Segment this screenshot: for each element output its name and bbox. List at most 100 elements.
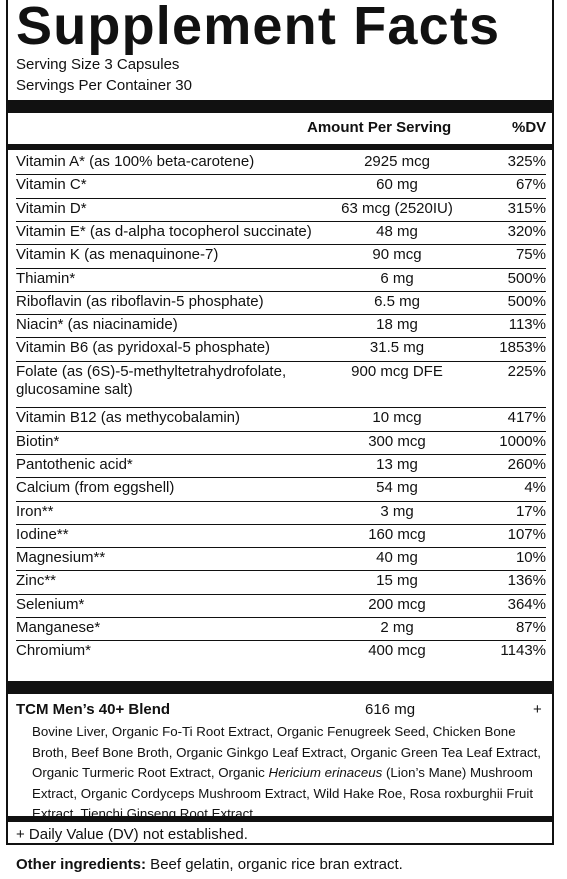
row-divider	[16, 453, 546, 455]
nutrient-row: Selenium* 200 mcg 364%	[16, 596, 546, 619]
dv-header: %DV	[512, 119, 547, 136]
nutrient-amount: 18 mg	[376, 316, 418, 334]
nutrient-name: Manganese*	[16, 619, 101, 636]
nutrient-row: Vitamin E* (as d-alpha tocopherol succin…	[16, 223, 546, 246]
serving-size: Serving Size 3 Capsules	[16, 56, 180, 73]
nutrient-name: Folate (as (6S)-5-methyltetrahydrofolate…	[16, 362, 287, 398]
blend-ingredients-part2: (Lion’s Mane) Mushroom Extract, Organic …	[32, 765, 534, 821]
other-ingredients-label: Other ingredients:	[16, 856, 147, 873]
nutrient-dv: 364%	[507, 595, 546, 613]
nutrient-dv: 107%	[507, 525, 546, 543]
nutrient-name: Zinc**	[16, 572, 57, 590]
row-divider	[16, 360, 546, 362]
nutrient-amount: 2925 mcg	[364, 153, 430, 170]
other-ingredients-text: Beef gelatin, organic rice bran extract.	[146, 856, 403, 873]
nutrient-amount: 2 mg	[380, 619, 414, 636]
nutrient-dv: 315%	[507, 199, 546, 217]
nutrient-amount: 400 mcg	[368, 642, 426, 660]
nutrient-dv: 225%	[507, 362, 546, 380]
nutrient-name: Vitamin E* (as d-alpha tocopherol succin…	[16, 222, 312, 240]
nutrient-amount: 63 mcg (2520IU)	[341, 199, 453, 217]
nutrient-name: Selenium*	[16, 595, 85, 613]
nutrient-row: Biotin* 300 mcg 1000%	[16, 433, 546, 456]
row-divider	[16, 244, 546, 246]
row-divider	[16, 430, 546, 432]
panel-title: Supplement Facts	[16, 0, 501, 56]
daily-value-footnote: + Daily Value (DV) not established.	[16, 826, 248, 843]
nutrient-name: Vitamin K (as menaquinone-7)	[16, 246, 219, 264]
row-divider	[16, 477, 546, 479]
row-divider	[16, 197, 546, 199]
nutrient-amount: 3 mg	[380, 502, 414, 520]
nutrient-dv: 1000%	[499, 432, 546, 450]
nutrient-amount: 300 mcg	[368, 432, 426, 450]
nutrient-name: Niacin* (as niacinamide)	[16, 316, 178, 334]
nutrient-row: Vitamin K (as menaquinone-7) 90 mcg 75%	[16, 246, 546, 269]
amount-per-serving-header: Amount Per Serving	[307, 119, 452, 136]
blend-ingredients: Bovine Liver, Organic Fo-Ti Root Extract…	[32, 722, 552, 825]
blend-ingredients-part1: Bovine Liver, Organic Fo-Ti Root Extract…	[32, 724, 541, 780]
row-divider	[16, 337, 546, 339]
nutrient-dv: 320%	[507, 222, 546, 240]
nutrient-dv: 1143%	[500, 642, 546, 660]
nutrient-name: Riboflavin (as riboflavin-5 phosphate)	[16, 292, 264, 310]
nutrient-name: Iodine**	[16, 525, 69, 543]
row-divider	[16, 640, 546, 642]
row-divider	[16, 407, 546, 409]
nutrient-row: Chromium* 400 mcg 1143%	[16, 642, 546, 665]
nutrient-amount: 48 mg	[376, 222, 418, 240]
nutrient-amount: 60 mg	[376, 176, 418, 194]
nutrient-row: Thiamin* 6 mg 500%	[16, 270, 546, 293]
other-ingredients: Other ingredients: Beef gelatin, organic…	[16, 856, 403, 873]
nutrient-row: Vitamin A* (as 100% beta-carotene) 2925 m…	[16, 153, 546, 176]
nutrient-name: Biotin*	[16, 432, 60, 450]
nutrient-row: Vitamin B12 (as methycobalamin) 10 mcg 417…	[16, 409, 546, 432]
blend-dv: +	[533, 701, 542, 718]
nutrient-name: Thiamin*	[16, 269, 76, 287]
row-divider	[16, 267, 546, 269]
nutrient-row: Vitamin D* 63 mcg (2520IU) 315%	[16, 200, 546, 223]
blend-ingredients-italic: Hericium erinaceus	[268, 765, 383, 780]
thick-divider-top	[8, 100, 554, 113]
nutrient-amount: 31.5 mg	[369, 339, 425, 357]
nutrient-name: Pantothenic acid*	[16, 455, 133, 473]
nutrient-row: Magnesium** 40 mg 10%	[16, 549, 546, 572]
nutrient-amount: 90 mcg	[372, 246, 422, 264]
row-divider	[16, 617, 546, 618]
nutrient-row: Vitamin C* 60 mg 67%	[16, 176, 546, 199]
nutrient-name: Vitamin B12 (as methycobalamin)	[16, 409, 240, 427]
nutrient-amount: 200 mcg	[368, 595, 426, 613]
nutrient-name: Vitamin D*	[16, 199, 87, 217]
row-divider	[16, 174, 546, 176]
nutrient-dv: 500%	[507, 269, 546, 287]
nutrient-row: Iodine** 160 mcg 107%	[16, 526, 546, 549]
nutrient-dv: 17%	[515, 502, 546, 520]
nutrient-dv: 67%	[515, 176, 546, 194]
medium-divider	[8, 144, 554, 150]
row-divider	[16, 570, 546, 572]
nutrient-name: Calcium (from eggshell)	[16, 479, 175, 497]
nutrient-name: Iron**	[16, 502, 54, 520]
row-divider	[16, 523, 546, 525]
nutrient-amount: 15 mg	[376, 572, 418, 590]
nutrient-amount: 6 mg	[380, 269, 414, 287]
nutrient-dv: 10%	[515, 549, 546, 567]
nutrient-row: Calcium (from eggshell) 54 mg 4%	[16, 479, 546, 502]
row-divider	[16, 220, 546, 222]
nutrient-row: Riboflavin (as riboflavin-5 phosphate) 6.…	[16, 293, 546, 316]
nutrient-dv: 4%	[524, 479, 546, 497]
nutrient-dv: 75%	[515, 246, 546, 264]
nutrient-name: Vitamin B6 (as pyridoxal-5 phosphate)	[16, 339, 271, 357]
nutrient-row: Vitamin B6 (as pyridoxal-5 phosphate) 31.…	[16, 339, 546, 362]
nutrient-amount: 6.5 mg	[374, 292, 420, 310]
nutrient-row: Iron** 3 mg 17%	[16, 503, 546, 526]
nutrient-dv: 417%	[507, 409, 546, 427]
nutrient-row: Zinc** 15 mg 136%	[16, 572, 546, 595]
nutrient-name: Vitamin C*	[16, 176, 87, 194]
nutrient-row: Niacin* (as niacinamide) 18 mg 113%	[16, 316, 546, 339]
row-divider	[16, 290, 546, 292]
nutrient-dv: 1853%	[499, 339, 546, 357]
nutrient-row: Pantothenic acid* 13 mg 260%	[16, 456, 546, 479]
nutrient-row: Folate (as (6S)-5-methyltetrahydrofolate…	[16, 363, 546, 410]
servings-per-container: Servings Per Container 30	[16, 77, 192, 94]
